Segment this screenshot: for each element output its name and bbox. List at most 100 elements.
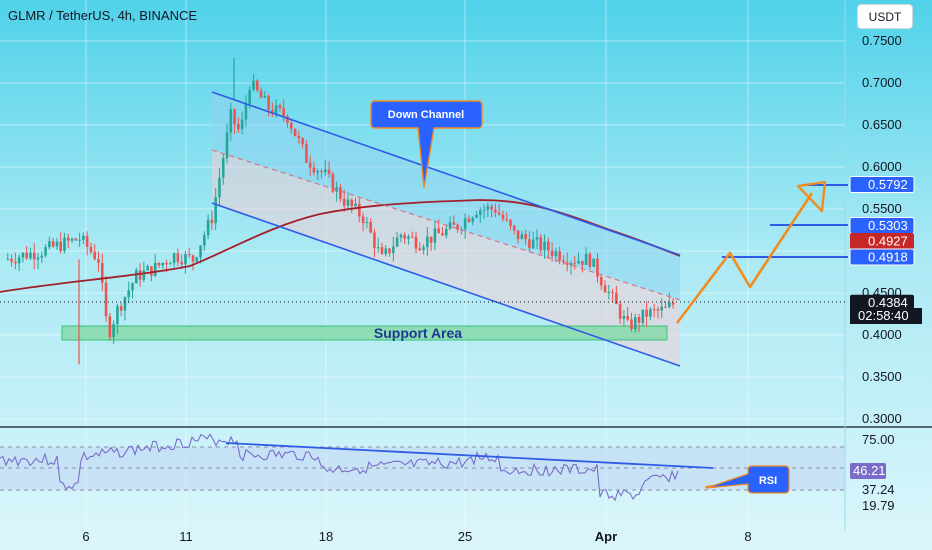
candle (339, 183, 342, 203)
x-tick-label: 8 (744, 529, 751, 544)
candle (252, 73, 255, 92)
candle (652, 303, 656, 318)
price-tag-text: 0.5792 (868, 177, 908, 192)
channel-mid-line (211, 149, 681, 301)
candle (505, 212, 509, 222)
candle (70, 237, 74, 243)
x-tick-label: 6 (82, 529, 89, 544)
price-tag-0-5303: 0.5303 (849, 217, 915, 235)
candle (153, 254, 157, 278)
candle (263, 91, 267, 99)
projection-path[interactable] (675, 192, 814, 324)
y-tick-label: 0.5500 (862, 201, 902, 216)
candle (316, 168, 320, 180)
candle (524, 229, 527, 245)
candle (577, 252, 580, 265)
candle (358, 198, 361, 223)
candle (282, 99, 286, 122)
candle (478, 207, 482, 224)
candle (539, 234, 543, 254)
candle (569, 260, 573, 275)
candle (388, 247, 391, 257)
candle (289, 118, 293, 134)
rsi-callout[interactable]: RSI (705, 465, 790, 494)
candle (131, 282, 134, 299)
candle (176, 248, 180, 267)
candle (199, 245, 202, 264)
candle (161, 262, 165, 269)
candle (365, 216, 369, 229)
currency-button[interactable]: USDT (857, 4, 913, 29)
channel-upper-line[interactable] (211, 91, 681, 256)
candle (520, 230, 524, 240)
channel-lower-line[interactable] (211, 202, 681, 367)
candle (558, 246, 561, 265)
candle (255, 78, 259, 93)
candle (48, 236, 51, 250)
candle (410, 231, 414, 238)
candle (437, 219, 440, 234)
candle (221, 153, 225, 185)
candle (422, 244, 425, 255)
rsi-tick-label: 19.79 (862, 498, 895, 513)
price-tag-text: 0.5303 (868, 218, 908, 233)
candle (626, 306, 629, 322)
candle (497, 203, 501, 216)
rsi-trendline[interactable] (225, 442, 714, 469)
candle (116, 303, 119, 334)
candle (547, 237, 550, 259)
candle (581, 260, 584, 273)
time-axis[interactable]: 6 11 18 25 Apr 8 (82, 529, 751, 544)
candle (407, 234, 410, 245)
candle (10, 254, 13, 267)
candle (641, 309, 645, 327)
countdown-tag: 02:58:40 (850, 308, 922, 324)
candle (225, 123, 229, 164)
candle (369, 218, 372, 234)
symbol-title[interactable]: GLMR / TetherUS, 4h, BINANCE (8, 8, 198, 23)
candle (278, 103, 282, 112)
candle (320, 168, 323, 179)
y-tick-label: 0.6500 (862, 117, 902, 132)
candle (127, 281, 131, 304)
projection-arrowhead (796, 180, 827, 213)
candle (656, 306, 660, 319)
support-area-label: Support Area (374, 325, 462, 341)
price-tag-0-4918: 0.4918 (849, 248, 915, 266)
candle (138, 263, 142, 287)
candle (380, 242, 384, 255)
candle (615, 285, 618, 305)
candle (475, 211, 478, 219)
candle (78, 232, 81, 247)
candle (395, 232, 399, 248)
candle (63, 232, 66, 254)
candle (180, 254, 183, 269)
down-channel-callout[interactable]: Down Channel (370, 100, 483, 189)
candle (297, 131, 301, 144)
candle (17, 254, 21, 272)
candle (331, 171, 335, 194)
candle (535, 229, 539, 249)
candle (550, 242, 554, 262)
candle (233, 108, 236, 135)
candle (622, 310, 626, 327)
candle (467, 215, 471, 223)
candle (607, 284, 611, 300)
candle (203, 231, 206, 252)
candle (482, 204, 486, 220)
candle (448, 216, 452, 231)
candle (157, 262, 161, 269)
rsi-value-tag: 46.21 (850, 463, 886, 479)
candle (312, 162, 316, 176)
candle (509, 218, 512, 231)
candle (259, 87, 263, 98)
candle (373, 228, 376, 258)
candle (588, 251, 592, 270)
candle (376, 237, 380, 253)
candle (14, 252, 17, 270)
candle (100, 253, 104, 292)
candle (516, 230, 520, 244)
support-area-box[interactable] (61, 325, 668, 341)
